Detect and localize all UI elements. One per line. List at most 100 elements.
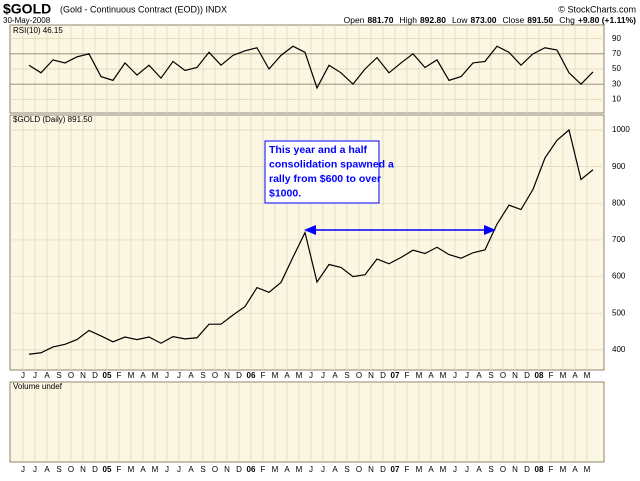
x-tick-label: A	[44, 465, 50, 474]
x-tick-label: S	[488, 371, 493, 380]
x-tick-label: O	[356, 371, 362, 380]
x-tick-label: J	[465, 371, 469, 380]
x-tick-label: D	[524, 465, 530, 474]
annotation-line: $1000.	[269, 187, 301, 199]
x-tick-label: 08	[535, 371, 544, 380]
x-tick-label: J	[177, 465, 181, 474]
x-tick-label: J	[453, 371, 457, 380]
date: 30-May-2008	[3, 16, 51, 25]
x-tick-label: A	[476, 371, 482, 380]
x-tick-label: M	[152, 465, 159, 474]
x-tick-label: N	[80, 465, 86, 474]
quote-label: Chg	[559, 15, 575, 25]
symbol: $GOLD	[3, 1, 51, 17]
y-tick-label: 900	[612, 162, 626, 171]
x-tick-label: A	[332, 371, 338, 380]
x-tick-label: M	[560, 371, 567, 380]
x-tick-label: N	[368, 465, 374, 474]
x-tick-label: F	[549, 465, 554, 474]
volume-legend: Volume undef	[13, 382, 63, 391]
x-tick-label: F	[405, 371, 410, 380]
x-tick-label: M	[440, 465, 447, 474]
quote-value: 892.80	[420, 15, 446, 25]
x-tick-label: A	[284, 465, 290, 474]
quote-value: 891.50	[527, 15, 553, 25]
x-tick-label: A	[428, 465, 434, 474]
x-tick-label: D	[380, 465, 386, 474]
x-tick-label: S	[200, 465, 205, 474]
x-tick-label: A	[188, 465, 194, 474]
x-tick-label: J	[321, 465, 325, 474]
x-tick-label: J	[21, 465, 25, 474]
y2-tick-label: 50	[612, 64, 621, 73]
quote-label: Open	[344, 15, 365, 25]
x-tick-label: M	[416, 465, 423, 474]
plot-layer: JJJJAASSOONNDD0505FFMMAAMMJJJJAASSOONNDD…	[10, 25, 630, 474]
x-tick-label: D	[380, 371, 386, 380]
x-tick-label: S	[200, 371, 205, 380]
x-tick-label: S	[344, 465, 349, 474]
x-tick-label: M	[584, 465, 591, 474]
x-tick-label: D	[524, 371, 530, 380]
x-tick-label: J	[321, 371, 325, 380]
x-tick-label: A	[140, 465, 146, 474]
price-legend: $GOLD (Daily) 891.50	[13, 115, 93, 124]
x-tick-label: 05	[103, 371, 112, 380]
x-tick-label: A	[428, 371, 434, 380]
y2-tick-label: 30	[612, 79, 621, 88]
x-tick-label: J	[177, 371, 181, 380]
arrow-head	[484, 225, 496, 235]
x-tick-label: M	[416, 371, 423, 380]
x-tick-label: D	[236, 465, 242, 474]
x-tick-label: 06	[247, 371, 256, 380]
x-tick-label: J	[165, 371, 169, 380]
x-tick-label: O	[500, 371, 506, 380]
x-tick-label: M	[272, 465, 279, 474]
x-tick-label: J	[465, 465, 469, 474]
x-tick-label: J	[33, 371, 37, 380]
x-tick-label: A	[44, 371, 50, 380]
x-tick-label: N	[80, 371, 86, 380]
annotation-line: rally from $600 to over	[269, 173, 381, 185]
x-tick-label: M	[128, 371, 135, 380]
x-tick-label: J	[33, 465, 37, 474]
x-tick-label: A	[572, 371, 578, 380]
x-tick-label: A	[188, 371, 194, 380]
quote: Open 881.70 High 892.80 Low 873.00 Close 891.50…	[344, 15, 636, 25]
x-tick-label: 07	[391, 465, 400, 474]
x-tick-label: M	[272, 371, 279, 380]
y2-tick-label: 90	[612, 34, 621, 43]
x-tick-label: O	[500, 465, 506, 474]
volume-panel	[9, 381, 605, 463]
x-tick-label: S	[488, 465, 493, 474]
x-tick-label: O	[212, 465, 218, 474]
annotation-line: consolidation spawned a	[269, 158, 394, 170]
x-tick-label: M	[128, 465, 135, 474]
x-tick-label: 06	[247, 465, 256, 474]
quote-value: +9.80 (+1.11%)	[578, 15, 636, 25]
x-tick-label: O	[68, 465, 74, 474]
x-tick-label: F	[117, 371, 122, 380]
quote-value: 881.70	[367, 15, 393, 25]
x-tick-label: O	[68, 371, 74, 380]
x-tick-label: S	[56, 465, 61, 474]
x-tick-label: F	[405, 465, 410, 474]
x-tick-label: F	[261, 371, 266, 380]
description: (Gold - Continuous Contract (EOD)) INDX	[60, 4, 227, 14]
x-tick-label: F	[261, 465, 266, 474]
x-tick-label: D	[236, 371, 242, 380]
y-tick-label: 800	[612, 198, 626, 207]
y-tick-label: 400	[612, 345, 626, 354]
x-tick-label: M	[296, 465, 303, 474]
price-line	[28, 128, 594, 355]
rsi-line	[28, 45, 594, 90]
x-tick-label: S	[56, 371, 61, 380]
rsi-legend: RSI(10) 46.15	[13, 26, 63, 35]
x-tick-label: F	[117, 465, 122, 474]
x-tick-label: N	[224, 371, 230, 380]
quote-value: 873.00	[471, 15, 497, 25]
x-tick-label: D	[92, 371, 98, 380]
x-tick-label: M	[440, 371, 447, 380]
quote-label: High	[399, 15, 417, 25]
